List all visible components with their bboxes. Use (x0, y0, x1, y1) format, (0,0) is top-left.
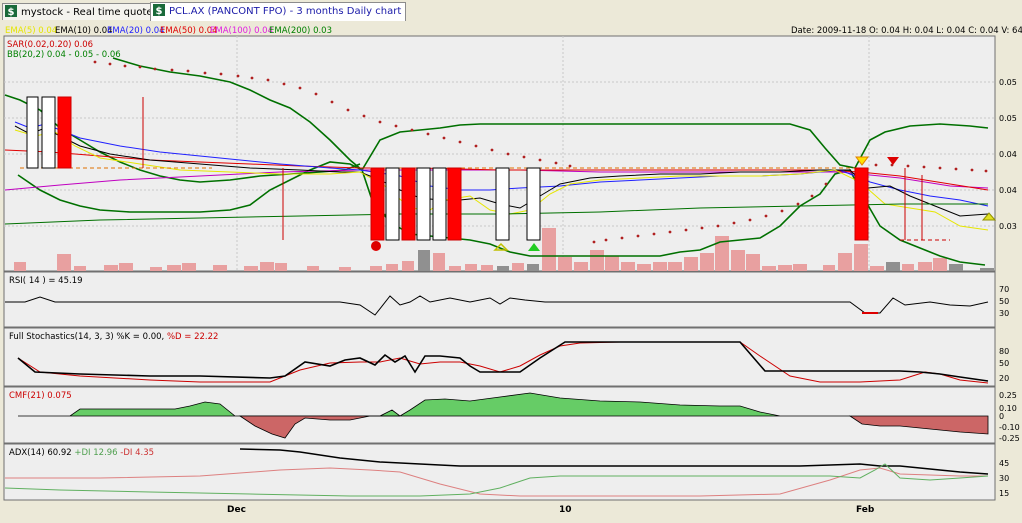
tab-chart[interactable]: $ PCL.AX (PANCONT FPO) - 3 months Daily c… (150, 2, 407, 21)
ema50-label: EMA(50) 0.04 (160, 26, 218, 36)
candle-down (447, 167, 462, 241)
price-tick: 0.05 (999, 114, 1017, 123)
candle-down (57, 96, 72, 169)
price-tick: 0.05 (999, 78, 1017, 87)
candle-down (370, 167, 385, 241)
stoch-k-line (17, 341, 989, 382)
candle-up (495, 167, 510, 241)
stoch-tick: 80 (999, 347, 1009, 356)
x-axis: Dec 10 Feb (227, 505, 875, 515)
signal-markers (371, 156, 997, 251)
down-triangle-icon (855, 156, 869, 166)
cmf-negative-area (238, 415, 400, 439)
candle-up (416, 167, 431, 241)
stoch-label-main: Full Stochastics(14, 3, 3) %K = 0.00, (9, 332, 167, 342)
candle-up (526, 167, 541, 241)
adx-tick: 45 (999, 459, 1009, 468)
up-triangle-icon (493, 242, 509, 251)
rsi-axis: 70 50 30 (999, 285, 1009, 318)
plus-di-line (4, 463, 989, 497)
ema-legend: EMA(5) 0.04 EMA(10) 0.04 EMA(20) 0.04 EM… (5, 26, 332, 36)
down-triangle-icon (887, 157, 899, 165)
adx-panel (3, 443, 996, 501)
rsi-tick: 50 (999, 297, 1009, 306)
adx-label-pdi: +DI 12.96 (74, 448, 120, 458)
x-label: 10 (559, 505, 572, 515)
svg-text:$: $ (8, 7, 15, 17)
up-triangle-icon (981, 212, 997, 221)
ema20-label: EMA(20) 0.04 (107, 26, 165, 36)
adx-label: ADX(14) 60.92 +DI 12.96 -DI 4.35 (9, 448, 154, 458)
candle-up (26, 96, 39, 169)
chart-svg: EMA(5) 0.04 EMA(10) 0.04 EMA(20) 0.04 EM… (3, 26, 1022, 515)
x-label: Dec (227, 505, 246, 515)
cmf-tick: 0 (999, 412, 1004, 421)
svg-text:$: $ (156, 6, 163, 16)
adx-tick: 30 (999, 474, 1009, 483)
candle-down (854, 167, 869, 241)
cmf-tick: -0.10 (999, 423, 1020, 432)
ema100-label: EMA(100) 0.04 (210, 26, 273, 36)
x-label: Feb (856, 505, 875, 515)
adx-tick: 15 (999, 489, 1009, 498)
ema5-label: EMA(5) 0.04 (5, 26, 57, 36)
adx-line (239, 448, 989, 475)
rsi-label: RSI( 14 ) = 45.19 (9, 276, 83, 286)
stoch-d-line (17, 341, 989, 384)
stoch-axis: 80 50 20 (999, 347, 1009, 383)
ema200-label: EMA(200) 0.03 (269, 26, 332, 36)
adx-axis: 45 30 15 (999, 459, 1009, 498)
price-tick: 0.03 (999, 222, 1017, 231)
chart-area: EMA(5) 0.04 EMA(10) 0.04 EMA(20) 0.04 EM… (0, 22, 1022, 519)
stoch-tick: 50 (999, 359, 1009, 368)
ema10-label: EMA(10) 0.04 (55, 26, 113, 36)
quote-line: Date: 2009-11-18 O: 0.04 H: 0.04 L: 0.04… (791, 26, 1022, 36)
adx-label-main: ADX(14) 60.92 (9, 448, 74, 458)
candle-up (41, 96, 56, 169)
candles (26, 96, 923, 241)
price-tick: 0.04 (999, 150, 1017, 159)
cmf-label: CMF(21) 0.075 (9, 391, 72, 401)
rsi-panel (3, 271, 996, 328)
cmf-tick: 0.10 (999, 404, 1017, 413)
rsi-tick: 70 (999, 285, 1009, 294)
tab-label: mystock - Real time quote monitor (21, 7, 195, 18)
sell-dot-icon (371, 241, 381, 251)
adx-label-mdi: -DI 4.35 (120, 448, 154, 458)
app-icon: $ (5, 5, 17, 17)
candle-down (401, 167, 416, 241)
price-tick: 0.04 (999, 186, 1017, 195)
cmf-negative-area (848, 415, 989, 435)
candle-up (385, 167, 400, 241)
rsi-line (5, 295, 989, 316)
cmf-positive-area (18, 392, 850, 417)
stoch-label-d: %D = 22.22 (167, 332, 218, 342)
cmf-tick: 0.25 (999, 391, 1017, 400)
tab-label: PCL.AX (PANCONT FPO) - 3 months Daily ch… (169, 6, 402, 17)
cmf-axis: 0.25 0.10 0 -0.10 -0.25 (999, 391, 1020, 443)
cmf-tick: -0.25 (999, 434, 1020, 443)
up-triangle-icon (528, 243, 540, 251)
stoch-label: Full Stochastics(14, 3, 3) %K = 0.00, %D… (9, 332, 218, 342)
stoch-tick: 20 (999, 374, 1009, 383)
tab-bar: $ mystock - Real time quote monitor $ PCL.… (0, 0, 1022, 23)
rsi-tick: 30 (999, 309, 1009, 318)
volume-bars (14, 228, 994, 271)
price-axis: 0.05 0.05 0.04 0.04 0.03 (999, 78, 1017, 231)
app-icon: $ (153, 4, 165, 16)
sar-label: SAR(0.02,0.20) 0.06 (7, 40, 93, 50)
bb-label: BB(20,2) 0.04 - 0.05 - 0.06 (7, 50, 121, 60)
candle-up (432, 167, 447, 241)
